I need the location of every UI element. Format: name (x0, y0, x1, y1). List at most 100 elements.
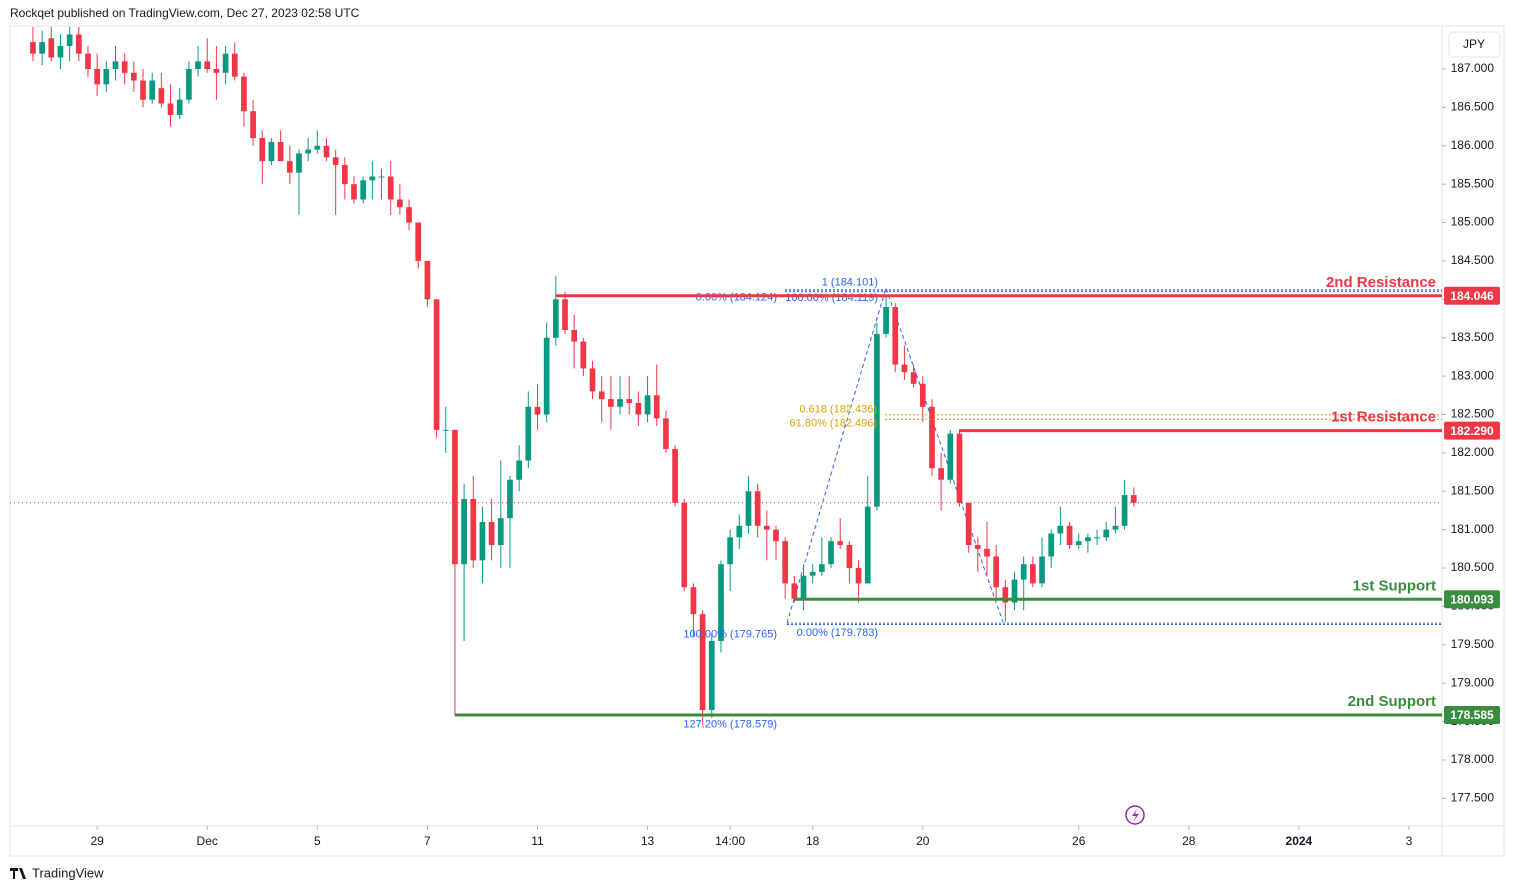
currency[interactable]: JPY (1463, 37, 1485, 51)
x-tick-label: 28 (1182, 834, 1196, 848)
candle-body (1121, 495, 1128, 526)
logo-mark (10, 868, 26, 879)
candle-body (1075, 541, 1082, 546)
candle-body (57, 45, 64, 58)
candle-body (176, 99, 183, 116)
candle-body (387, 176, 394, 200)
candle-body (718, 564, 724, 641)
candle-body (699, 614, 706, 711)
y-tick-label: 183.000 (1451, 368, 1495, 382)
lightning-icon[interactable] (1125, 805, 1145, 825)
candle-body (1039, 556, 1045, 584)
candle-body (470, 498, 477, 561)
candle-body (543, 337, 550, 415)
y-tick-label: 180.500 (1451, 560, 1495, 574)
candle-body (140, 80, 146, 100)
y-tick-label: 179.000 (1451, 675, 1495, 689)
candle-body (653, 395, 660, 419)
candle-body (892, 306, 899, 365)
header: Rockqet published on TradingView.com, De… (10, 6, 360, 20)
level-price-box (1444, 706, 1500, 725)
candle-body (94, 68, 100, 85)
level-price-box (1444, 590, 1500, 609)
candle-body (901, 364, 908, 373)
candle-body (626, 399, 633, 403)
level-price-label: 178.585 (1450, 708, 1494, 722)
candle-body (672, 449, 678, 503)
candle-body (782, 541, 789, 584)
candle-body (745, 491, 752, 526)
candle-body (121, 61, 128, 73)
y-tick-label: 185.500 (1451, 176, 1495, 190)
candle-body (837, 541, 844, 546)
fib-label: 100.00% (179.765) (683, 628, 777, 640)
candle-body (608, 399, 614, 407)
candle-body (195, 61, 201, 69)
candle-body (1085, 537, 1091, 542)
x-tick-label: 2024 (1286, 834, 1313, 848)
candle-body (277, 141, 284, 162)
candle-body (1030, 564, 1036, 584)
currency-button[interactable] (1448, 31, 1501, 58)
level-price-box (1444, 286, 1500, 305)
x-tick-label: 14:00 (715, 834, 745, 848)
frame (9, 25, 1505, 857)
candle-body (1011, 579, 1018, 603)
candle-body (763, 525, 770, 530)
y-tick-label: 181.000 (1451, 522, 1495, 536)
candle-body (929, 406, 935, 469)
candle-body (231, 53, 238, 77)
candle-body (241, 76, 247, 112)
candle-body (1094, 537, 1100, 539)
fib-label: 0.00% (179.783) (797, 627, 878, 639)
candle-body (974, 545, 981, 549)
y-tick-label: 184.500 (1451, 253, 1495, 267)
level-name: 2nd Support (1348, 693, 1436, 710)
candle-body (644, 395, 651, 415)
y-tick-label: 185.000 (1451, 215, 1495, 229)
x-tick-label: 5 (314, 834, 321, 848)
candle-body (681, 502, 688, 588)
candle-body (112, 61, 119, 69)
candle-body (378, 176, 385, 178)
candle-body (360, 180, 367, 200)
candle-body (846, 545, 853, 569)
candle-body (727, 537, 733, 565)
candle-body (828, 541, 834, 565)
candle-body (369, 176, 376, 181)
y-tick-label: 183.500 (1451, 330, 1495, 344)
y-tick-label: 179.500 (1451, 637, 1495, 651)
candle-body (149, 80, 156, 100)
candle-body (351, 184, 357, 200)
x-tick-label: 20 (916, 834, 930, 848)
x-tick-label: 13 (641, 834, 655, 848)
candle-body (323, 145, 330, 158)
fib-label: 0.618 (182.436) (799, 403, 877, 415)
level-name: 1st Resistance (1331, 409, 1436, 426)
candle-body (874, 333, 880, 507)
candle-body (424, 260, 431, 300)
candle-body (516, 460, 522, 480)
x-tick-label: 26 (1072, 834, 1086, 848)
candle-body (571, 330, 578, 342)
x-tick-label: 18 (806, 834, 820, 848)
candle-body (635, 402, 642, 415)
x-tick-label: 7 (424, 834, 431, 848)
level-price-label: 184.046 (1450, 289, 1494, 303)
candle-body (461, 498, 467, 565)
candle-body (736, 525, 743, 538)
candle-body (993, 556, 1000, 588)
candle-body (305, 149, 311, 154)
candle-body (791, 583, 798, 599)
candle-body (598, 391, 605, 400)
candle-body (48, 38, 55, 58)
candle-body (296, 153, 302, 173)
y-tick-label: 182.500 (1451, 407, 1495, 421)
candle-body (663, 418, 669, 450)
candle-body (479, 521, 486, 561)
candle-body (883, 306, 889, 334)
candle-body (1048, 533, 1055, 557)
candle-body (1112, 525, 1119, 530)
candle-body (213, 68, 220, 73)
y-tick-label: 181.500 (1451, 483, 1495, 497)
